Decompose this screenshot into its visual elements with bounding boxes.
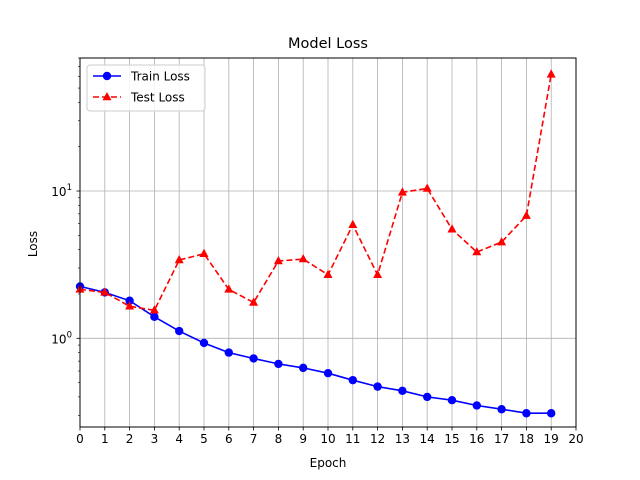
series-layer: [75, 69, 556, 418]
data-point: [447, 396, 457, 405]
x-tick-label: 1: [101, 432, 109, 446]
data-point: [125, 296, 134, 305]
data-point: [546, 69, 556, 78]
legend-label: Test Loss: [130, 91, 185, 105]
x-tick-label: 4: [175, 432, 183, 446]
x-tick-label: 14: [420, 432, 435, 446]
x-axis: 0 1 2 3 4 5 6 7 8 9 10 11 12 13 14 15 16 17 18 19 20: [76, 427, 584, 446]
series-line: [79, 74, 552, 312]
data-point: [497, 405, 506, 414]
y-tick-base: 10: [51, 332, 66, 346]
data-point: [472, 247, 482, 256]
y-tick-base: 10: [51, 185, 66, 199]
data-point: [249, 354, 258, 363]
chart-title: Model Loss: [288, 36, 368, 52]
x-tick-label: 3: [151, 432, 159, 446]
legend-marker: [102, 92, 112, 101]
data-point: [423, 392, 432, 402]
data-point: [348, 219, 358, 228]
data-point: [249, 297, 259, 306]
data-point: [149, 305, 159, 314]
y-tick-label: 101: [51, 183, 72, 199]
data-point: [547, 409, 556, 418]
x-axis-label: Epoch: [310, 456, 347, 470]
x-tick-label: 2: [126, 432, 134, 446]
data-point: [398, 386, 407, 396]
data-point: [150, 312, 159, 321]
data-point: [274, 359, 283, 369]
data-point: [299, 363, 308, 373]
x-tick-label: 0: [76, 432, 84, 446]
x-tick-label: 6: [225, 432, 233, 446]
x-tick-label: 5: [200, 432, 208, 446]
x-tick-label: 12: [370, 432, 385, 446]
x-tick-label: 19: [544, 432, 559, 446]
data-point: [497, 237, 507, 246]
data-point: [521, 210, 531, 219]
data-point: [224, 284, 234, 293]
x-tick-label: 13: [395, 432, 410, 446]
data-point: [125, 301, 135, 310]
data-point: [522, 409, 531, 418]
x-tick-label: 17: [494, 432, 509, 446]
data-point: [348, 375, 357, 385]
y-tick-exponent: 0: [67, 330, 72, 340]
data-point: [174, 255, 184, 264]
x-tick-label: 16: [469, 432, 484, 446]
data-point: [199, 338, 209, 348]
data-point: [100, 287, 110, 296]
data-point: [472, 401, 481, 410]
data-point: [447, 224, 457, 233]
data-point: [273, 256, 283, 265]
legend-label: Train Loss: [130, 70, 190, 84]
x-tick-label: 7: [250, 432, 258, 446]
data-point: [175, 326, 184, 336]
y-tick-exponent: 1: [67, 183, 72, 193]
data-point: [422, 183, 432, 192]
x-tick-label: 20: [568, 432, 583, 446]
data-point: [373, 269, 383, 278]
data-point: [323, 368, 333, 378]
y-tick-label: 100: [51, 330, 72, 346]
data-point: [199, 248, 209, 257]
x-tick-label: 11: [345, 432, 360, 446]
x-tick-label: 10: [320, 432, 335, 446]
x-tick-label: 8: [275, 432, 283, 446]
series-line: [79, 285, 552, 415]
data-point: [298, 254, 308, 263]
legend-marker: [102, 71, 112, 81]
y-axis-label: Loss: [26, 231, 40, 257]
x-tick-label: 9: [299, 432, 307, 446]
series-train-loss: [75, 282, 556, 418]
x-tick-label: 18: [519, 432, 534, 446]
data-point: [224, 348, 233, 357]
legend: Train Loss Test Loss: [86, 64, 206, 112]
x-tick-label: 15: [444, 432, 459, 446]
data-point: [397, 187, 407, 196]
data-point: [373, 382, 382, 391]
data-point: [323, 269, 333, 278]
